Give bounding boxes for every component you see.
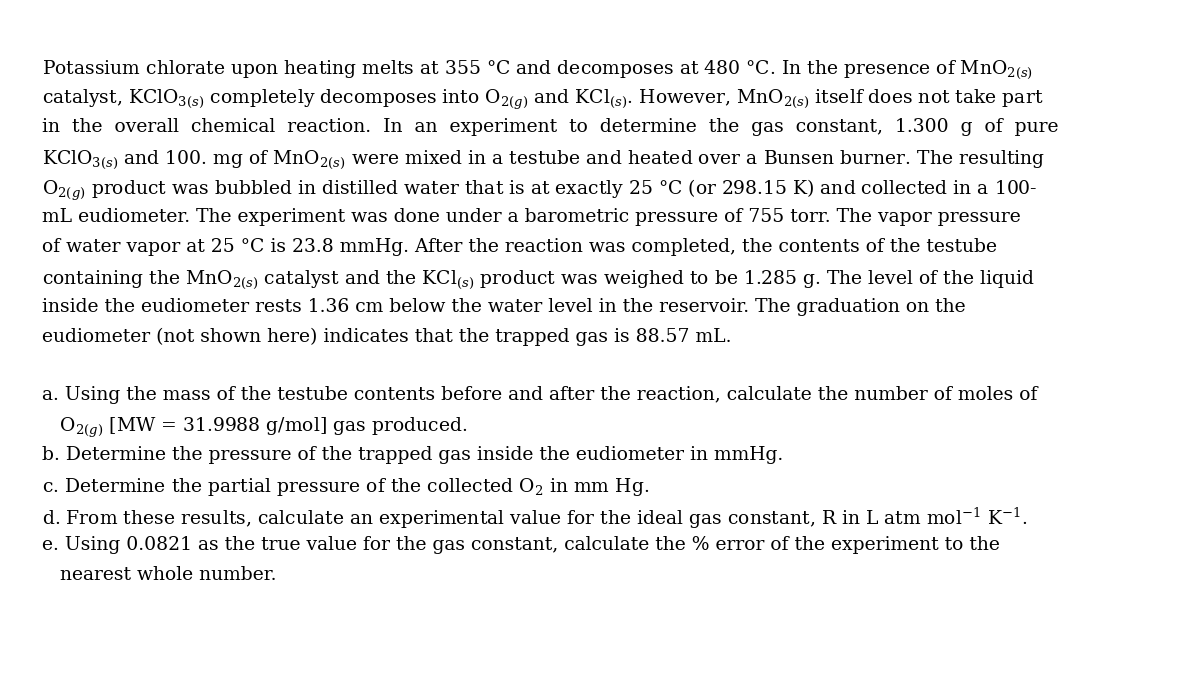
Text: b. Determine the pressure of the trapped gas inside the eudiometer in mmHg.: b. Determine the pressure of the trapped… [42, 446, 784, 464]
Text: of water vapor at 25 °C is 23.8 mmHg. After the reaction was completed, the cont: of water vapor at 25 °C is 23.8 mmHg. Af… [42, 238, 997, 256]
Text: a. Using the mass of the testube contents before and after the reaction, calcula: a. Using the mass of the testube content… [42, 386, 1037, 404]
Text: O$_{2(g)}$ product was bubbled in distilled water that is at exactly 25 °C (or 2: O$_{2(g)}$ product was bubbled in distil… [42, 178, 1038, 203]
Text: in  the  overall  chemical  reaction.  In  an  experiment  to  determine  the  g: in the overall chemical reaction. In an … [42, 118, 1058, 136]
Text: e. Using 0.0821 as the true value for the gas constant, calculate the % error of: e. Using 0.0821 as the true value for th… [42, 536, 1000, 554]
Text: c. Determine the partial pressure of the collected O$_2$ in mm Hg.: c. Determine the partial pressure of the… [42, 476, 649, 498]
Text: d. From these results, calculate an experimental value for the ideal gas constan: d. From these results, calculate an expe… [42, 506, 1027, 531]
Text: O$_{2(g)}$ [MW = 31.9988 g/mol] gas produced.: O$_{2(g)}$ [MW = 31.9988 g/mol] gas prod… [42, 416, 467, 440]
Text: Potassium chlorate upon heating melts at 355 °C and decomposes at 480 °C. In the: Potassium chlorate upon heating melts at… [42, 58, 1033, 81]
Text: nearest whole number.: nearest whole number. [42, 566, 276, 584]
Text: mL eudiometer. The experiment was done under a barometric pressure of 755 torr. : mL eudiometer. The experiment was done u… [42, 208, 1021, 226]
Text: eudiometer (not shown here) indicates that the trapped gas is 88.57 mL.: eudiometer (not shown here) indicates th… [42, 328, 732, 346]
Text: inside the eudiometer rests 1.36 cm below the water level in the reservoir. The : inside the eudiometer rests 1.36 cm belo… [42, 298, 966, 316]
Text: containing the MnO$_{2(s)}$ catalyst and the KCl$_{(s)}$ product was weighed to : containing the MnO$_{2(s)}$ catalyst and… [42, 268, 1034, 291]
Text: catalyst, KClO$_{3(s)}$ completely decomposes into O$_{2(g)}$ and KCl$_{(s)}$. H: catalyst, KClO$_{3(s)}$ completely decom… [42, 88, 1044, 112]
Text: KClO$_{3(s)}$ and 100. mg of MnO$_{2(s)}$ were mixed in a testube and heated ove: KClO$_{3(s)}$ and 100. mg of MnO$_{2(s)}… [42, 148, 1045, 171]
